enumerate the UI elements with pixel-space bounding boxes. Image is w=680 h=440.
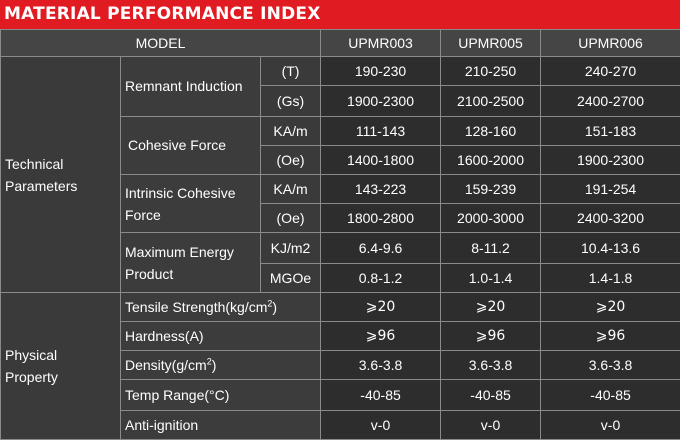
unit-cell: KJ/m2 <box>259 232 322 264</box>
table-row: Anti-ignition v-0 v-0 v-0 <box>1 409 680 440</box>
value-cell: 2000-3000 <box>440 203 542 234</box>
table-row: Intrinsic Cohesive Force KA/m 143-223 159… <box>1 174 680 234</box>
value-cell: 151-183 <box>540 115 680 146</box>
table-row: Cohesive Force KA/m 111-143 128-160 151-… <box>1 115 680 176</box>
value-cell: 1900-2300 <box>540 144 680 176</box>
cohesive-force-label: Cohesive Force <box>120 115 261 176</box>
unit-cell: (Oe) <box>259 203 322 234</box>
page-title: MATERIAL PERFORMANCE INDEX <box>0 0 680 29</box>
table-row: Hardness(A) ⩾96 ⩾96 ⩾96 <box>1 321 680 352</box>
value-cell: 8-11.2 <box>440 232 542 264</box>
value-cell: -40-85 <box>440 379 542 411</box>
value-cell: 143-223 <box>320 174 442 205</box>
density-label: Density(g/cm2) <box>119 350 322 381</box>
value-cell: 1900-2300 <box>320 85 442 117</box>
value-cell: 0.8-1.2 <box>320 262 442 293</box>
unit-cell: (Gs) <box>259 85 322 117</box>
table-row: Temp Range(°C) -40-85 -40-85 -40-85 <box>1 379 680 411</box>
table-row: Density(g/cm2) 3.6-3.8 3.6-3.8 3.6-3.8 <box>1 350 680 381</box>
temp-range-label: Temp Range(°C) <box>119 379 322 411</box>
value-cell: 210-250 <box>440 56 542 87</box>
value-cell: 1400-1800 <box>320 144 442 176</box>
value-cell: 1800-2800 <box>320 203 442 234</box>
value-cell: 3.6-3.8 <box>540 350 680 381</box>
model-header-upmr003: UPMR003 <box>320 28 442 58</box>
unit-cell: MGOe <box>259 262 322 293</box>
unit-cell: KA/m <box>259 174 322 205</box>
value-cell: ⩾96 <box>320 321 442 352</box>
unit-cell: KA/m <box>259 115 322 146</box>
value-cell: ⩾20 <box>540 291 680 323</box>
anti-ignition-label: Anti-ignition <box>119 409 322 440</box>
value-cell: 1.0-1.4 <box>440 262 542 293</box>
hardness-label: Hardness(A) <box>119 321 322 352</box>
value-cell: 240-270 <box>540 56 680 87</box>
value-cell: 1.4-1.8 <box>540 262 680 293</box>
value-cell: 2400-3200 <box>540 203 680 234</box>
value-cell: v-0 <box>320 409 442 440</box>
value-cell: 128-160 <box>440 115 542 146</box>
table-row: Maximum Energy Product KJ/m2 6.4-9.6 8-11… <box>1 232 680 293</box>
table-row: (Gs) 1900-2300 2100-2500 2400-2700 <box>1 85 680 117</box>
table-row: MGOe 0.8-1.2 1.0-1.4 1.4-1.8 <box>1 262 680 293</box>
value-cell: 1600-2000 <box>440 144 542 176</box>
value-cell: 3.6-3.8 <box>440 350 542 381</box>
model-header-upmr006: UPMR006 <box>540 28 680 58</box>
physical-property-label: Physical Property <box>0 291 121 440</box>
value-cell: ⩾96 <box>540 321 680 352</box>
table-row: Physical Property Tensile Strength(kg/cm2… <box>0 291 680 440</box>
unit-cell: (T) <box>259 56 322 87</box>
value-cell: 111-143 <box>320 115 442 146</box>
value-cell: v-0 <box>440 409 542 440</box>
table-row: (Oe) 1400-1800 1600-2000 1900-2300 <box>1 144 680 176</box>
model-header-upmr005: UPMR005 <box>440 28 542 58</box>
intrinsic-cohesive-force-label: Intrinsic Cohesive Force <box>120 174 261 234</box>
technical-parameters-label: Technical Parameters <box>0 56 121 293</box>
value-cell: -40-85 <box>540 379 680 411</box>
unit-cell: (Oe) <box>259 144 322 176</box>
value-cell: ⩾20 <box>440 291 542 323</box>
header-row: MODEL UPMR003 UPMR005 UPMR006 <box>0 28 680 58</box>
max-energy-product-label: Maximum Energy Product <box>120 232 261 293</box>
value-cell: ⩾96 <box>440 321 542 352</box>
tensile-strength-label: Tensile Strength(kg/cm2) <box>119 291 322 323</box>
value-cell: 190-230 <box>320 56 442 87</box>
performance-table: MODEL UPMR003 UPMR005 UPMR006 Technical P… <box>0 28 680 440</box>
value-cell: 6.4-9.6 <box>320 232 442 264</box>
value-cell: 159-239 <box>440 174 542 205</box>
value-cell: 3.6-3.8 <box>320 350 442 381</box>
value-cell: 10.4-13.6 <box>540 232 680 264</box>
remnant-induction-label: Remnant Induction <box>120 56 261 117</box>
value-cell: -40-85 <box>320 379 442 411</box>
value-cell: v-0 <box>540 409 680 440</box>
value-cell: ⩾20 <box>320 291 442 323</box>
table-row: Technical Parameters Remnant Induction (T… <box>0 56 680 293</box>
model-header: MODEL <box>0 28 322 58</box>
value-cell: 2400-2700 <box>540 85 680 117</box>
value-cell: 2100-2500 <box>440 85 542 117</box>
value-cell: 191-254 <box>540 174 680 205</box>
